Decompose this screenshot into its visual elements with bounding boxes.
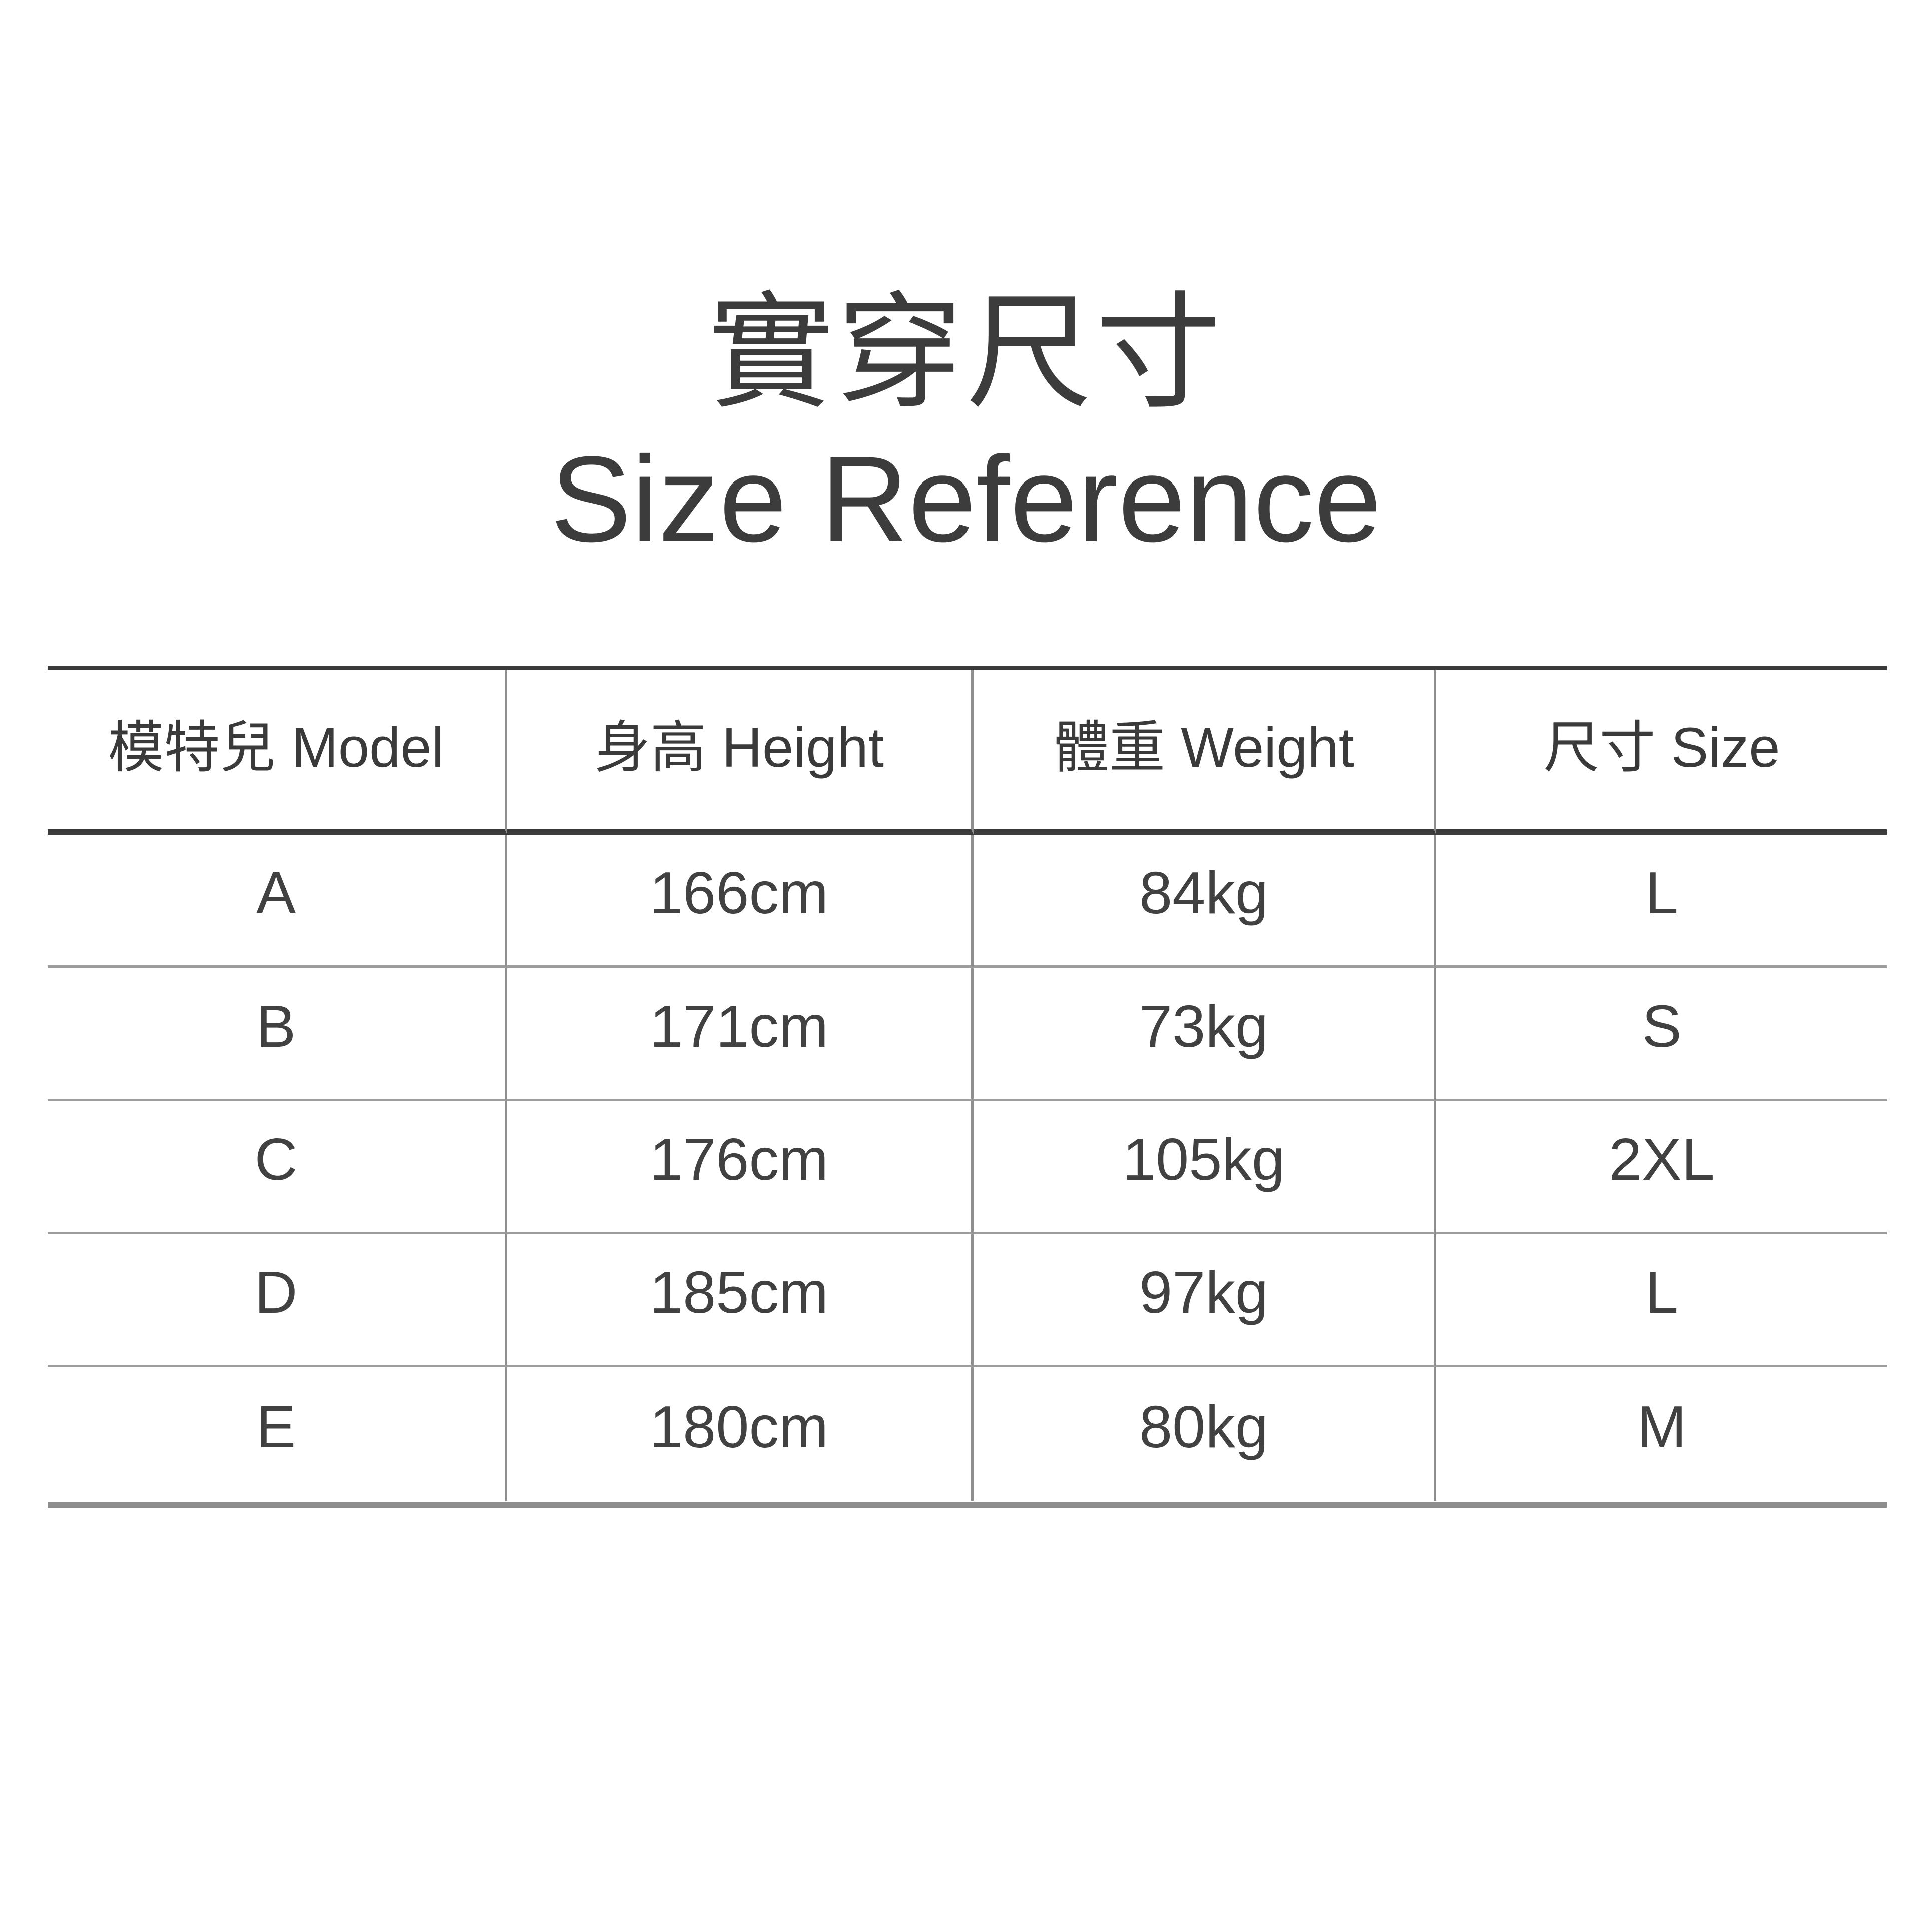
table-cell-height: 180cm <box>507 1367 974 1501</box>
table-cell-model: B <box>48 968 507 1101</box>
table-cell-height: 166cm <box>507 835 974 968</box>
table-cell-weight: 105kg <box>974 1101 1436 1234</box>
table-cell-size: L <box>1436 835 1887 968</box>
table-cell-size: 2XL <box>1436 1101 1887 1234</box>
table-cell-height: 171cm <box>507 968 974 1101</box>
table-cell-weight: 97kg <box>974 1234 1436 1367</box>
table-cell-height: 185cm <box>507 1234 974 1367</box>
table-cell-weight: 80kg <box>974 1367 1436 1501</box>
header-cell-size: 尺寸 Size <box>1436 670 1887 835</box>
table-cell-model: A <box>48 835 507 968</box>
table-cell-model: D <box>48 1234 507 1367</box>
table-cell-weight: 84kg <box>974 835 1436 968</box>
table-cell-weight: 73kg <box>974 968 1436 1101</box>
table-cell-size: L <box>1436 1234 1887 1367</box>
table-cell-height: 176cm <box>507 1101 974 1234</box>
page-title-en: Size Reference <box>550 431 1382 567</box>
header-cell-weight: 體重 Weight <box>974 670 1436 835</box>
table-cell-size: M <box>1637 1393 1687 1461</box>
table-cell-model: E <box>48 1367 507 1501</box>
page-title-zh: 實穿尺寸 <box>707 283 1224 423</box>
header-cell-height: 身高 Height <box>507 670 974 835</box>
size-reference-table: 模特兒 Model 身高 Height 體重 Weight 尺寸 Size A … <box>48 666 1887 1508</box>
table-cell-model: C <box>48 1101 507 1234</box>
header-cell-model: 模特兒 Model <box>48 670 507 835</box>
table-cell-size: S <box>1436 968 1887 1101</box>
